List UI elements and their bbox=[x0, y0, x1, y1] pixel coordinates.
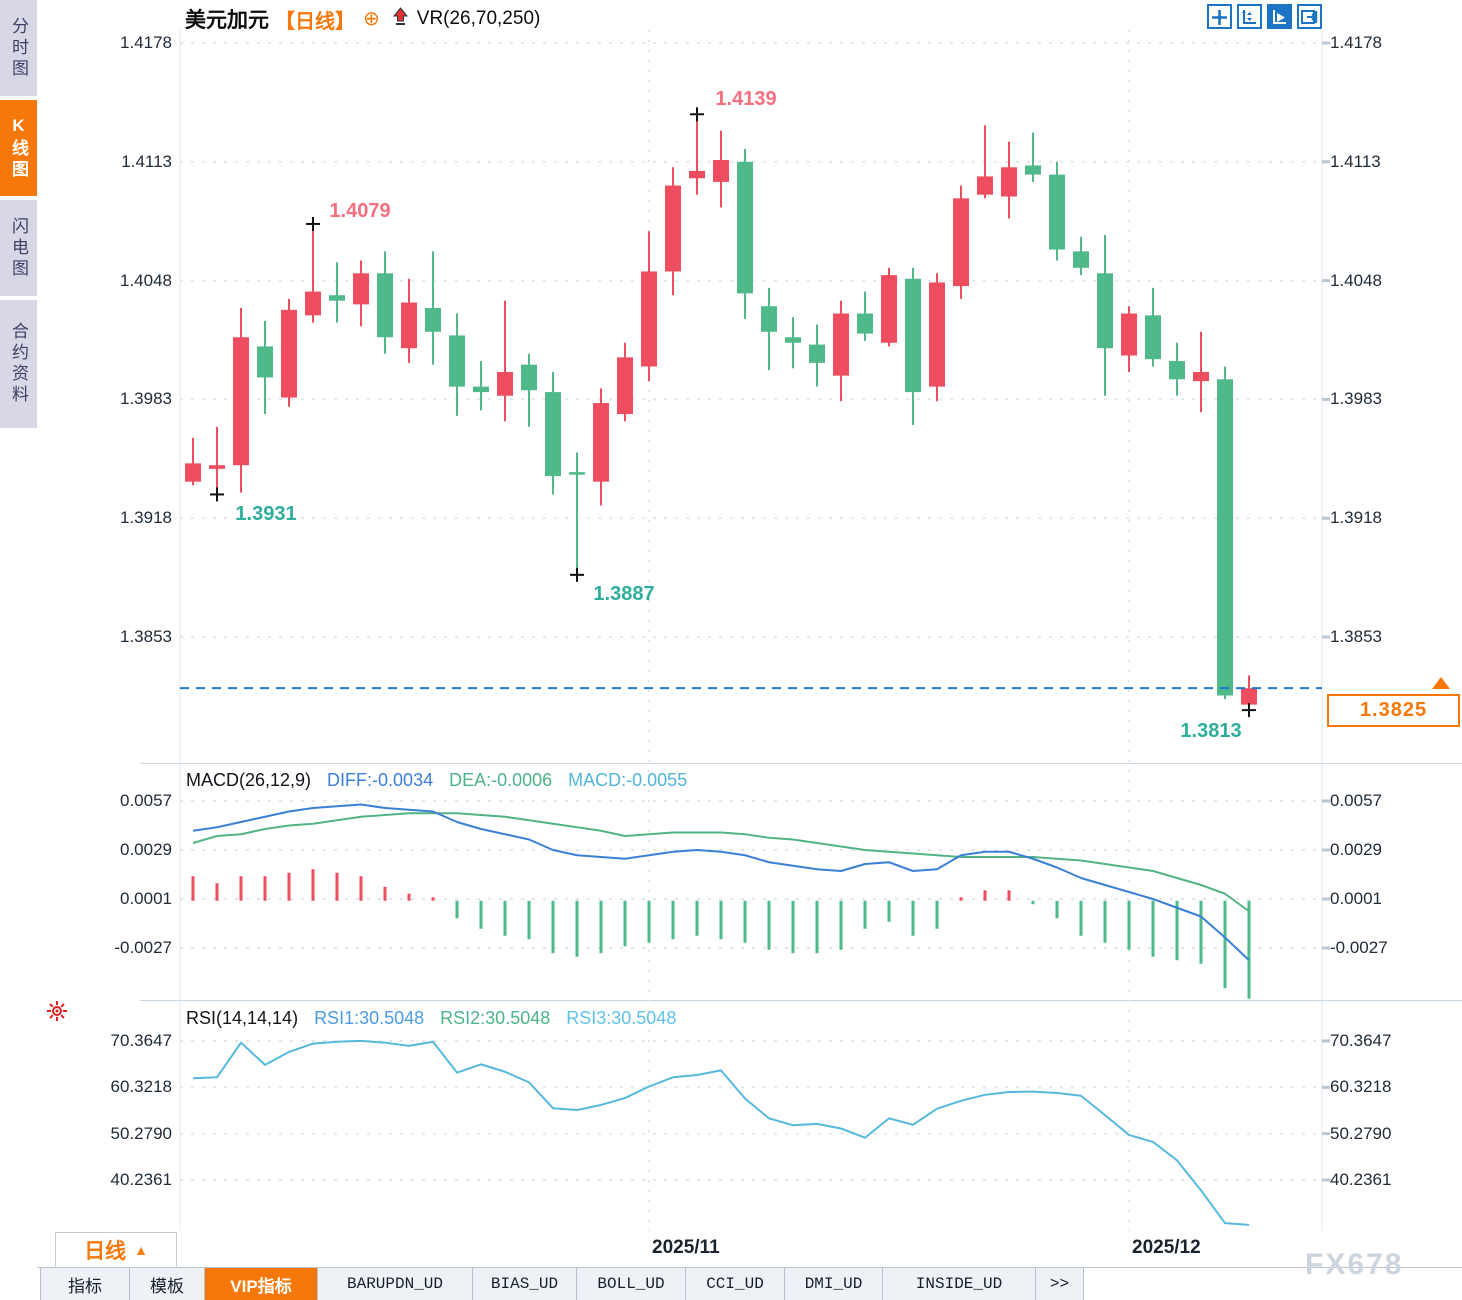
tab-boll_ud[interactable]: BOLL_UD bbox=[577, 1268, 686, 1300]
y-axis-label: 50.2790 bbox=[1330, 1123, 1392, 1143]
y-axis-label: 1.4113 bbox=[1330, 151, 1381, 171]
y-axis-label: 1.4178 bbox=[1330, 33, 1382, 52]
period-tag[interactable]: 【日线】 bbox=[275, 10, 355, 33]
rsi-header: RSI(14,14,14) RSI1:30.5048 RSI2:30.5048 … bbox=[186, 1008, 676, 1029]
y-axis-label: 50.2790 bbox=[110, 1123, 172, 1143]
price-annotation: 1.4079 bbox=[329, 199, 391, 222]
fx678-watermark: FX678 bbox=[1305, 1248, 1404, 1281]
y-axis-label: -0.0027 bbox=[1330, 938, 1388, 957]
sidebar-item-flash-chart[interactable]: 闪电图 bbox=[0, 200, 37, 296]
y-axis-label: 1.3853 bbox=[1330, 627, 1382, 646]
y-axis-label: 1.3853 bbox=[120, 627, 172, 646]
macd-diff-value: DIFF:-0.0034 bbox=[327, 770, 434, 790]
indicator-tab-bar: 指标 模板 VIP指标 BARUPDN_UD BIAS_UD BOLL_UD CCI_UD D… bbox=[0, 1268, 1462, 1300]
chart-title-bar: 美元加元 【日线】 ⊕ VR(26,70,250) bbox=[185, 6, 541, 33]
caret-up-icon: ▲ bbox=[134, 1242, 148, 1258]
target-circle-icon[interactable]: ⊕ bbox=[363, 8, 380, 30]
y-axis-label: 0.0029 bbox=[120, 840, 172, 859]
tab-dmi_ud[interactable]: DMI_UD bbox=[785, 1268, 883, 1300]
y-axis-label: -0.0027 bbox=[114, 938, 172, 957]
date-axis-row: 日线 ▲ 2025/11 2025/12 bbox=[37, 1231, 1462, 1268]
tab-bar-spacer bbox=[0, 1268, 41, 1300]
rsi2-value: RSI2:30.5048 bbox=[440, 1008, 551, 1028]
price-annotation: 1.3813 bbox=[1180, 720, 1242, 743]
rsi-series bbox=[192, 1039, 1250, 1226]
y-axis-label: 1.3918 bbox=[1330, 508, 1382, 528]
macd-name-label[interactable]: MACD(26,12,9) bbox=[186, 770, 312, 790]
tab-cci_ud[interactable]: CCI_UD bbox=[686, 1268, 785, 1300]
x-axis-month-label: 2025/12 bbox=[1132, 1237, 1201, 1258]
y-axis-label: 60.3218 bbox=[1330, 1077, 1392, 1097]
current-price-box: 1.3825 bbox=[1327, 694, 1460, 727]
x-axis-month-label: 2025/11 bbox=[652, 1237, 720, 1258]
y-axis-label: 1.4113 bbox=[121, 151, 172, 171]
tab-barupdn_ud[interactable]: BARUPDN_UD bbox=[318, 1268, 473, 1300]
y-axis-label: 1.4048 bbox=[1330, 270, 1382, 290]
y-axis-label: 70.3647 bbox=[1330, 1031, 1392, 1050]
macd-header: MACD(26,12,9) DIFF:-0.0034 DEA:-0.0006 M… bbox=[186, 770, 687, 791]
price-up-triangle-icon bbox=[1432, 677, 1450, 689]
macd-dea-value: DEA:-0.0006 bbox=[449, 770, 553, 790]
rsi1-value: RSI1:30.5048 bbox=[314, 1008, 425, 1028]
period-selector-label: 日线 bbox=[84, 1240, 127, 1263]
symbol-title: 美元加元 bbox=[185, 9, 269, 32]
y-axis-label: 0.0001 bbox=[1330, 889, 1382, 908]
chart-toolbar bbox=[1207, 4, 1322, 29]
rsi3-value: RSI3:30.5048 bbox=[566, 1008, 677, 1028]
period-selector-button[interactable]: 日线 ▲ bbox=[55, 1232, 177, 1268]
axis-play-icon[interactable] bbox=[1267, 4, 1292, 29]
price-annotation: 1.3887 bbox=[593, 582, 655, 605]
macd-macd-value: MACD:-0.0055 bbox=[568, 770, 688, 790]
y-axis-label: 70.3647 bbox=[110, 1031, 172, 1050]
overlay-indicator-label[interactable]: VR(26,70,250) bbox=[416, 8, 541, 29]
sidebar-item-contract-info[interactable]: 合约资料 bbox=[0, 300, 37, 428]
y-axis-label: 40.2361 bbox=[110, 1170, 172, 1189]
tab-bias_ud[interactable]: BIAS_UD bbox=[473, 1268, 577, 1300]
axis-range-icon[interactable] bbox=[1237, 4, 1262, 29]
tab->>[interactable]: >> bbox=[1036, 1268, 1084, 1300]
y-axis-label: 1.3918 bbox=[120, 508, 172, 528]
tab--[interactable]: 模板 bbox=[130, 1268, 205, 1300]
indicator-settings-sun-icon[interactable] bbox=[46, 1000, 68, 1027]
y-axis-label: 1.3983 bbox=[1330, 389, 1382, 409]
y-axis-label: 0.0057 bbox=[1330, 791, 1382, 810]
tab--[interactable]: 指标 bbox=[41, 1268, 130, 1300]
tab-vip-[interactable]: VIP指标 bbox=[205, 1268, 318, 1300]
candlestick-series bbox=[185, 114, 1257, 711]
rsi-name-label[interactable]: RSI(14,14,14) bbox=[186, 1008, 299, 1028]
sidebar-item-kline-chart[interactable]: K线图 bbox=[0, 100, 37, 196]
price-annotation: 1.3931 bbox=[235, 503, 297, 526]
y-axis-label: 0.0057 bbox=[120, 791, 172, 810]
y-axis-label: 0.0029 bbox=[1330, 840, 1382, 859]
sidebar-item-time-chart[interactable]: 分时图 bbox=[0, 0, 37, 96]
y-axis-label: 0.0001 bbox=[120, 889, 172, 908]
y-axis-label: 1.4178 bbox=[120, 33, 172, 52]
pan-crosshair-icon[interactable] bbox=[1207, 4, 1232, 29]
y-axis-label: 40.2361 bbox=[1330, 1170, 1392, 1189]
tab-inside_ud[interactable]: INSIDE_UD bbox=[883, 1268, 1036, 1300]
y-axis-label: 1.3983 bbox=[120, 389, 172, 409]
price-annotation: 1.4139 bbox=[715, 88, 777, 111]
y-axis-label: 60.3218 bbox=[110, 1077, 172, 1097]
collapse-right-icon[interactable] bbox=[1297, 4, 1322, 29]
red-up-arrow-icon bbox=[392, 6, 409, 32]
y-axis-label: 1.4048 bbox=[120, 270, 172, 290]
macd-series bbox=[191, 803, 1251, 999]
chart-type-sidebar: 分时图 K线图闪电图合约资料 bbox=[0, 0, 37, 1231]
